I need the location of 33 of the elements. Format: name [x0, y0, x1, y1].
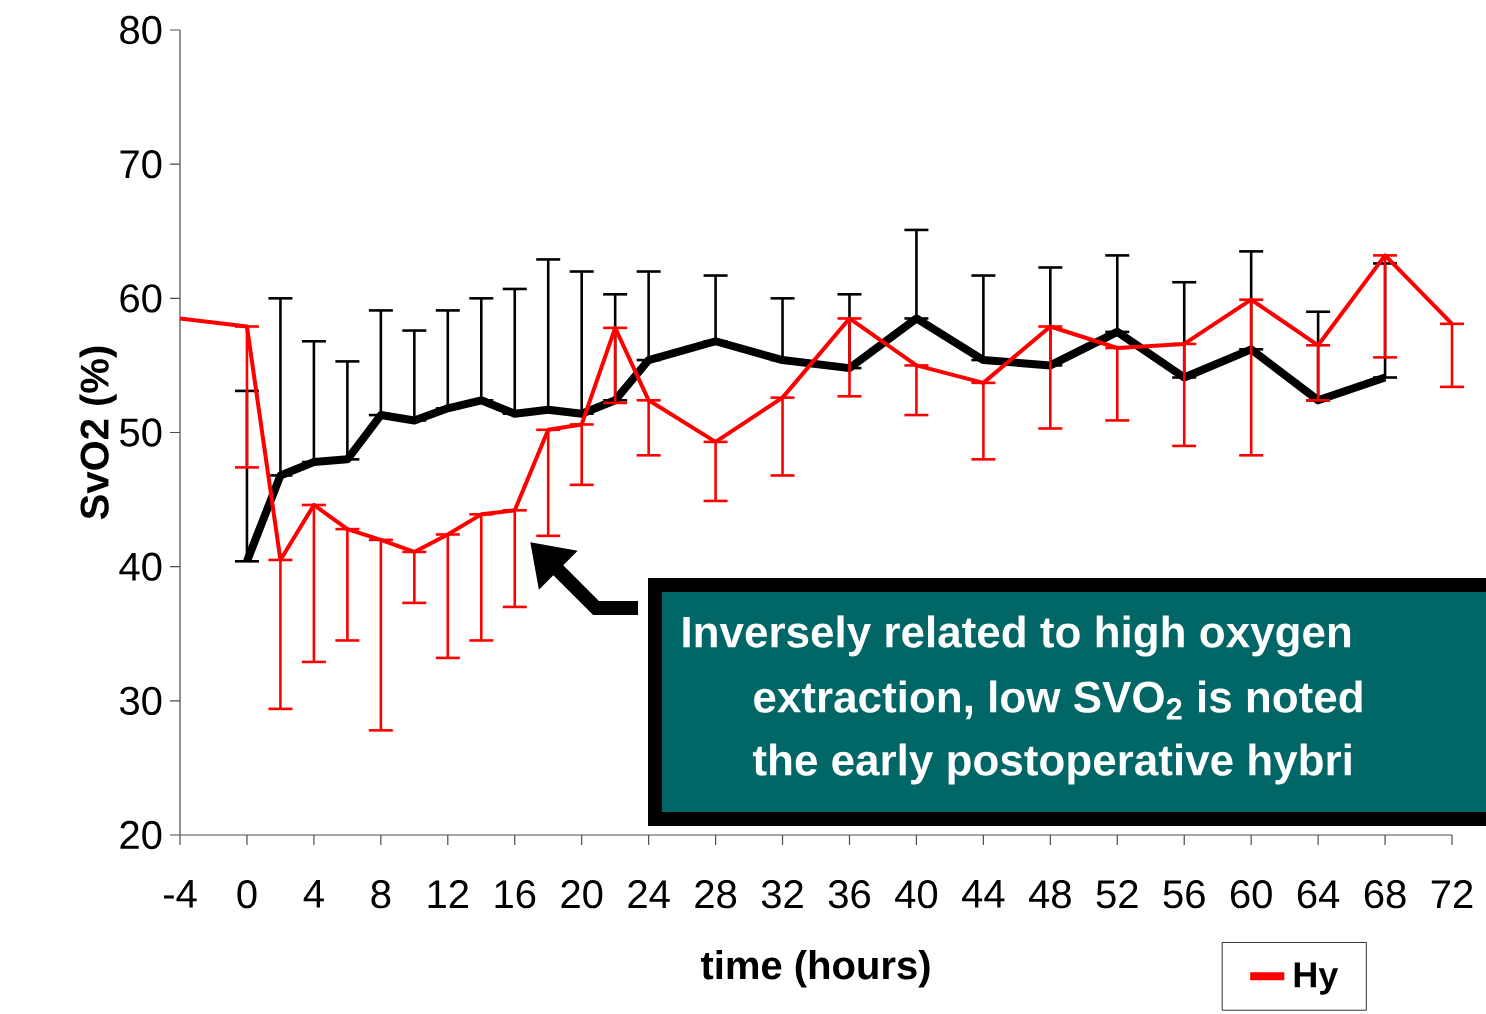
y-tick-label: 50	[120, 418, 162, 447]
x-tick-label: 40	[895, 880, 938, 909]
annotation: extraction, low SVO$_{2}$ is noted	[754, 680, 1362, 720]
y-tick-label: 40	[119, 552, 162, 581]
annotation: Inversely related to high oxygen	[683, 615, 1351, 657]
legend-label: Hy	[1294, 962, 1339, 995]
y-axis-title: SvO2 (%)	[79, 346, 117, 520]
y-tick-label: 80	[120, 15, 162, 45]
x-tick-label: 56	[1163, 880, 1205, 909]
x-tick-label: 48	[1028, 880, 1071, 909]
y-tick-label: 70	[120, 150, 162, 179]
annotation: the early postoperative hybri	[752, 743, 1351, 785]
x-axis-title: time (hours)	[700, 950, 930, 988]
x-tick-label: -4	[164, 880, 197, 908]
x-tick-label: 12	[428, 880, 469, 908]
y-tick-label: 60	[120, 284, 162, 313]
x-tick-label: 64	[1297, 880, 1340, 909]
x-tick-label: 4	[303, 880, 324, 908]
x-tick-label: 60	[1230, 880, 1272, 909]
y-tick-label: 30	[119, 686, 162, 715]
x-tick-label: 32	[761, 880, 803, 909]
y-tick-label: 20	[120, 820, 162, 850]
x-tick-label: 36	[828, 880, 870, 909]
x-tick-label: 0	[237, 880, 257, 909]
x-tick-label: 20	[561, 880, 603, 909]
x-tick-label: 28	[695, 880, 737, 909]
x-tick-label: 44	[962, 880, 1005, 908]
x-tick-label: 24	[628, 880, 670, 908]
x-tick-label: 68	[1364, 880, 1406, 909]
x-tick-label: 16	[495, 880, 536, 909]
x-tick-label: 8	[371, 880, 391, 909]
x-tick-label: 72	[1431, 880, 1473, 908]
x-tick-label: 52	[1096, 880, 1138, 909]
